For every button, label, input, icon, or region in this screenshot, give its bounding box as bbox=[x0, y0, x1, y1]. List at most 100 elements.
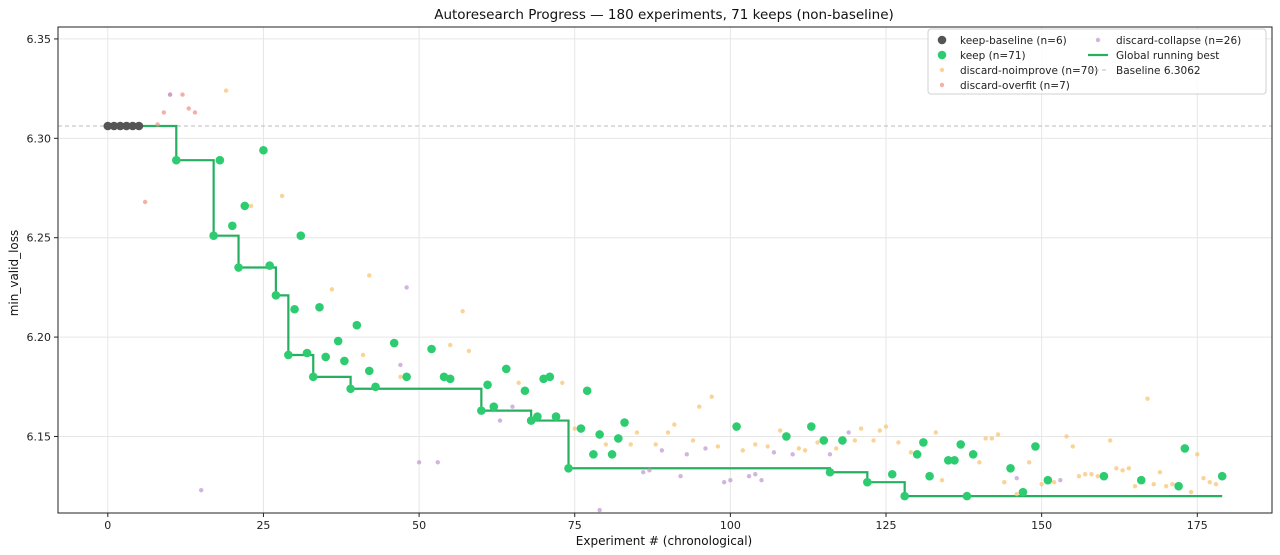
axis-ticks: 0 25 50 75 100 125 150 175 6.15 6.20 6.25 6.30 6.35 bbox=[27, 33, 1208, 532]
data-points bbox=[103, 88, 1227, 513]
keep-point bbox=[209, 231, 218, 241]
keep-point bbox=[346, 384, 355, 394]
discard-collapse-point bbox=[510, 404, 515, 409]
discard-collapse-point bbox=[398, 362, 403, 368]
keep-point bbox=[1217, 471, 1227, 481]
discard-noimprove-point bbox=[1114, 466, 1119, 471]
x-tick-label: 50 bbox=[412, 519, 426, 532]
discard-noimprove-point bbox=[248, 203, 254, 209]
discard-collapse-point bbox=[678, 474, 683, 479]
keep-point bbox=[296, 231, 306, 241]
keep-point bbox=[807, 422, 816, 431]
y-tick-label: 6.25 bbox=[27, 232, 52, 245]
keep-point bbox=[564, 463, 573, 473]
legend-label: Baseline 6.3062 bbox=[1116, 65, 1201, 77]
keep-point bbox=[1099, 471, 1109, 481]
discard-overfit-point bbox=[142, 199, 148, 205]
keep-point bbox=[501, 364, 511, 374]
discard-noimprove-point bbox=[560, 380, 565, 386]
discard-noimprove-point bbox=[1002, 479, 1007, 485]
keep-point bbox=[315, 302, 324, 312]
keep-point bbox=[228, 221, 237, 231]
keep-point bbox=[819, 436, 829, 445]
chart-title: Autoresearch Progress — 180 experiments,… bbox=[434, 7, 894, 23]
discard-collapse-point bbox=[404, 285, 409, 290]
legend: keep-baseline (n=6) keep (n=71) discard-no… bbox=[927, 28, 1267, 95]
keep-point bbox=[887, 469, 897, 479]
keep-point bbox=[968, 450, 978, 459]
keep-point bbox=[919, 438, 928, 447]
keep-point bbox=[1136, 475, 1146, 485]
keep-point bbox=[240, 201, 250, 211]
keep-point bbox=[290, 304, 299, 314]
discard-collapse-point bbox=[827, 452, 833, 457]
discard-collapse-point bbox=[753, 472, 758, 477]
discard-noimprove-point bbox=[628, 442, 633, 447]
discard-noimprove-point bbox=[1120, 468, 1125, 473]
keep-point bbox=[371, 382, 380, 392]
discard-noimprove-point bbox=[896, 440, 901, 445]
discard-noimprove-point bbox=[877, 428, 882, 433]
keep-point bbox=[265, 261, 274, 270]
legend-label: discard-collapse (n=26) bbox=[1116, 35, 1241, 47]
keep-point bbox=[520, 386, 530, 396]
legend-swatch bbox=[939, 82, 945, 88]
discard-noimprove-point bbox=[572, 426, 577, 431]
keep-point bbox=[284, 350, 293, 360]
discard-noimprove-point bbox=[665, 430, 671, 435]
keep-point bbox=[950, 456, 959, 465]
x-tick-label: 75 bbox=[568, 519, 582, 532]
legend-label: keep-baseline (n=6) bbox=[960, 35, 1067, 47]
discard-collapse-point bbox=[435, 460, 440, 465]
discard-noimprove-point bbox=[634, 430, 640, 435]
keep-point bbox=[321, 352, 331, 362]
keep-point bbox=[1018, 487, 1028, 497]
keep-point bbox=[489, 402, 499, 411]
discard-noimprove-point bbox=[1027, 460, 1032, 465]
keep-point bbox=[445, 374, 455, 384]
discard-noimprove-point bbox=[1195, 452, 1200, 457]
keep-point bbox=[483, 380, 492, 390]
discard-noimprove-point bbox=[1132, 483, 1138, 489]
keep-point bbox=[271, 291, 281, 300]
keep-point bbox=[782, 432, 791, 441]
keep-baseline-point bbox=[103, 121, 113, 131]
discard-collapse-point bbox=[771, 450, 777, 455]
keep-point bbox=[526, 416, 536, 425]
keep-point bbox=[234, 263, 243, 272]
discard-overfit-point bbox=[180, 92, 185, 97]
keep-point bbox=[1174, 481, 1183, 491]
discard-noimprove-point bbox=[1107, 438, 1113, 443]
discard-noimprove-point bbox=[1207, 479, 1212, 485]
discard-collapse-point bbox=[416, 460, 422, 465]
discard-collapse-point bbox=[647, 468, 652, 473]
discard-collapse-point bbox=[684, 452, 689, 457]
discard-noimprove-point bbox=[1064, 434, 1069, 439]
discard-noimprove-point bbox=[1126, 466, 1132, 471]
discard-noimprove-point bbox=[989, 436, 995, 441]
keep-point bbox=[259, 145, 268, 155]
keep-point bbox=[595, 430, 604, 439]
discard-noimprove-point bbox=[883, 424, 889, 429]
discard-collapse-point bbox=[167, 92, 173, 97]
keep-point bbox=[1006, 463, 1015, 473]
keep-point bbox=[533, 412, 542, 421]
discard-noimprove-point bbox=[1163, 483, 1169, 489]
discard-collapse-point bbox=[846, 430, 851, 435]
keep-point bbox=[171, 155, 181, 165]
discard-collapse-point bbox=[1058, 478, 1063, 483]
discard-noimprove-point bbox=[360, 352, 366, 358]
keep-point bbox=[402, 372, 411, 382]
y-tick-label: 6.15 bbox=[27, 430, 52, 443]
discard-noimprove-point bbox=[279, 193, 285, 199]
keep-point bbox=[1180, 444, 1190, 453]
keep-baseline-point bbox=[134, 121, 144, 131]
keep-point bbox=[943, 456, 953, 465]
discard-noimprove-point bbox=[709, 394, 714, 399]
discard-noimprove-point bbox=[796, 446, 802, 451]
discard-overfit-point bbox=[155, 122, 160, 127]
keep-point bbox=[477, 406, 486, 415]
discard-overfit-point bbox=[186, 106, 191, 111]
discard-noimprove-point bbox=[1014, 491, 1019, 497]
